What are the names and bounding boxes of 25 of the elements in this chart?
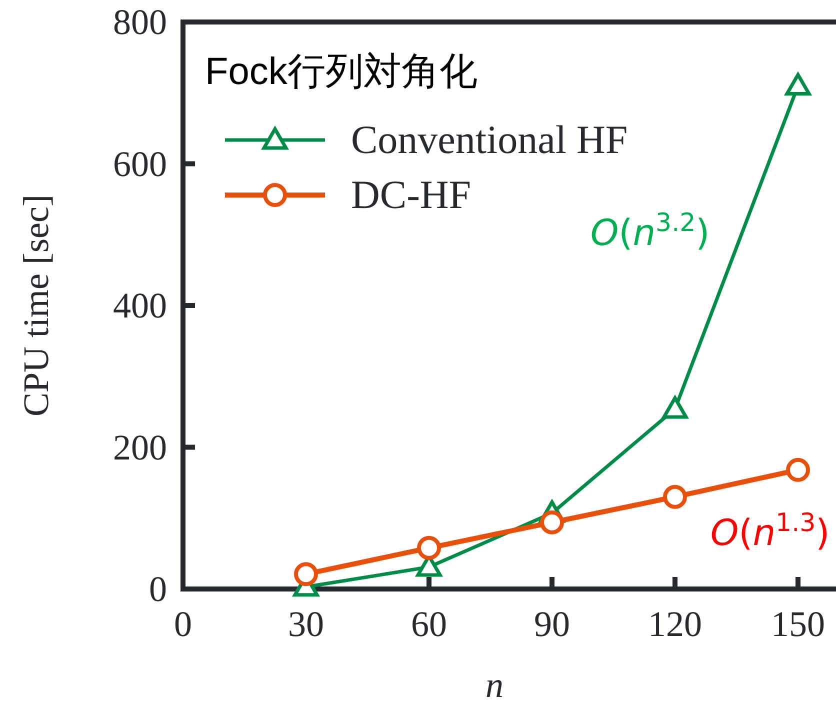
y-tick-label: 0 <box>149 569 167 609</box>
y-tick-label: 400 <box>113 286 167 326</box>
point <box>294 562 318 586</box>
point <box>663 484 687 509</box>
x-tick-label: 120 <box>648 604 702 644</box>
point <box>785 73 811 96</box>
x-axis-title: n <box>486 665 504 703</box>
y-tick-label: 200 <box>113 427 167 468</box>
x-tick-label: 150 <box>771 604 825 644</box>
x-tick-label: 30 <box>288 604 324 644</box>
point <box>417 536 441 560</box>
point <box>786 458 810 482</box>
point <box>662 396 688 419</box>
point <box>540 510 564 534</box>
annotation: O(n$^{1.3}$) <box>710 508 830 554</box>
legend-label: Conventional HF <box>351 117 628 162</box>
y-tick-label: 600 <box>113 144 167 184</box>
legend-label: DC-HF <box>351 172 472 217</box>
y-tick-label: 800 <box>113 2 167 42</box>
annotation: O(n$^{3.2}$) <box>590 208 710 254</box>
x-tick-label: 0 <box>174 604 192 644</box>
text: Fock行列対角化 <box>205 51 478 93</box>
x-tick-label: 60 <box>411 604 447 644</box>
x-tick-label: 90 <box>534 604 570 644</box>
y-axis-title: CPU time [sec] <box>16 194 56 416</box>
